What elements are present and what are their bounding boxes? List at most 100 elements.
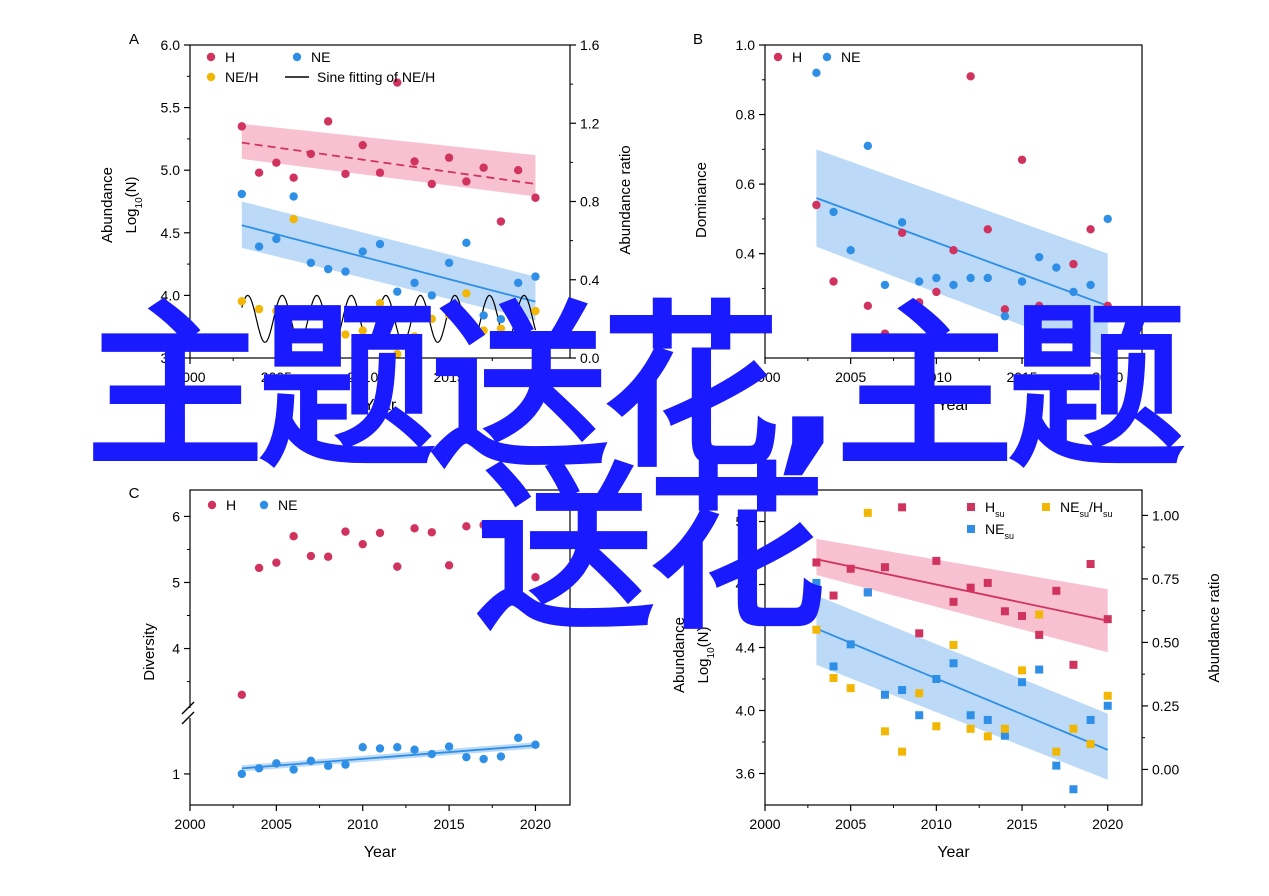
watermark-line-2: 送花 xyxy=(476,447,826,654)
panel-C-NE-point xyxy=(479,754,488,764)
panel-A-NE-point xyxy=(375,239,385,249)
panel-A-NEH-legend-marker xyxy=(206,72,216,82)
panel-C-NE-point xyxy=(358,743,367,752)
panel-A-ytick-label: 3.5 xyxy=(161,350,181,366)
panel-C-NE-point xyxy=(427,749,437,759)
panel-D-Hsu-point xyxy=(1035,630,1044,639)
panel-B-H-point xyxy=(932,287,941,297)
panel-D-Hsu-point xyxy=(880,563,889,572)
panel-A-ytick-right-label: 1.2 xyxy=(580,115,600,131)
panel-A-NEH-point xyxy=(496,324,506,333)
panel-D-NEsu-point xyxy=(812,578,821,587)
panel-B-H-point xyxy=(812,200,821,210)
panel-A-NEH-point xyxy=(531,306,540,316)
panel-B-xtick-label: 2000 xyxy=(749,369,780,385)
panel-B-NE-point xyxy=(846,245,855,255)
panel-A-NE-point xyxy=(323,264,333,274)
panel-D-NEsu-point xyxy=(1069,785,1078,794)
panel-A-ytick-label: 4.5 xyxy=(161,225,181,241)
panel-C-xlabel: Year xyxy=(364,844,397,861)
panel-A-H-legend-label: H xyxy=(225,49,235,65)
panel-D-NEsu-point xyxy=(966,711,975,720)
panel-D-ytick-label: 3.6 xyxy=(736,766,756,782)
panel-D-NEsu-point xyxy=(1018,678,1027,687)
panel-D-ytick-right-label: 0.25 xyxy=(1152,698,1179,714)
panel-D-ytick-right-label: 1.00 xyxy=(1152,507,1179,523)
panel-C-axis-break-gap xyxy=(182,708,198,718)
panel-D-NEsu-point xyxy=(829,662,838,671)
panel-D-ratio-point xyxy=(1103,691,1112,700)
panel-B-NE-point xyxy=(897,218,907,227)
panel-A-ytick-right-label: 0.8 xyxy=(580,194,600,210)
panel-B-xtick-label: 2005 xyxy=(835,369,866,385)
panel-C-H-point xyxy=(358,539,367,549)
panel-D-ratio-point xyxy=(812,625,821,634)
panel-A-NE-point xyxy=(513,278,523,288)
panel-A-H-point xyxy=(323,117,333,126)
panel-C-H-point xyxy=(254,563,264,573)
panel-D-Hsu-fit-line xyxy=(816,558,1108,622)
panel-C-ylabel: Diversity xyxy=(141,623,158,681)
panel-C-H-point xyxy=(272,558,281,567)
panel-A-NEH-point xyxy=(427,314,437,324)
panel-C-ytick-label: 5 xyxy=(172,574,180,590)
panel-D-NEsu-point xyxy=(932,675,941,683)
panel-B-ytick-label: 0.6 xyxy=(736,176,756,192)
panel-A-NE-point xyxy=(306,258,316,268)
panel-C-NE-point xyxy=(323,761,333,771)
panel-D-xtick-label: 2015 xyxy=(1006,816,1037,832)
panel-B-H-point xyxy=(983,225,992,234)
panel-D-ratio-point xyxy=(1000,724,1009,733)
panel-A-H-point xyxy=(341,169,350,179)
panel-D-ratio-point xyxy=(846,684,855,693)
panel-A-H-point xyxy=(358,140,367,150)
panel-B-H-point xyxy=(1086,225,1095,234)
panel-D-xtick-label: 2020 xyxy=(1092,816,1123,832)
panel-A-NE-point xyxy=(237,189,247,199)
panel-A-H-point xyxy=(272,158,281,167)
panel-A-NEH-point xyxy=(479,326,488,335)
panel-A-H-point xyxy=(375,168,385,177)
panel-D-ratio-point xyxy=(1035,610,1044,619)
panel-C-xtick-label: 2010 xyxy=(347,816,378,832)
panel-D-NEsu-point xyxy=(1000,731,1009,740)
panel-A-H-point xyxy=(513,166,523,175)
panel-D-Hsu-point xyxy=(1000,607,1009,616)
panel-A-NE-point xyxy=(462,238,471,248)
panel-D-ratio-point xyxy=(1069,724,1078,733)
panel-A-NEH-point xyxy=(237,297,247,306)
panel-A-NEH-point xyxy=(341,330,350,339)
panel-D-ratio-point xyxy=(1052,747,1061,756)
panel-B-NE-point xyxy=(880,280,890,290)
panel-B-NE-point xyxy=(1086,280,1095,290)
panel-A-ytick-right-label: 1.6 xyxy=(580,37,600,53)
panel-B-NE-legend-label: NE xyxy=(841,49,860,65)
panel-D-ratio-legend-label: NEsu/Hsu xyxy=(1060,499,1113,519)
panel-D-NEsu-point xyxy=(1035,665,1044,674)
panel-D-NEsu-point xyxy=(898,686,907,695)
panel-D-ratio-point xyxy=(863,508,872,517)
panel-B-NE-point xyxy=(1034,252,1044,262)
panel-D-ytick-label: 4.0 xyxy=(736,703,756,719)
panel-D-Hsu-point xyxy=(932,556,941,565)
panel-D-NEsu-band xyxy=(816,595,1108,780)
panel-C-NE-point xyxy=(496,752,506,761)
panel-D-Hsu-point xyxy=(966,583,975,592)
panel-B-H-point xyxy=(915,298,924,307)
panel-B-ytick-label: 1.0 xyxy=(736,37,756,53)
panel-D-NEsu-point xyxy=(1086,715,1095,724)
panel-D-ratio-point xyxy=(1018,666,1027,675)
panel-C-NE-point xyxy=(513,733,523,743)
panel-D-ylabel-line1: Abundance xyxy=(671,617,688,693)
panel-C-label: C xyxy=(129,485,140,502)
panel-D-Hsu-point xyxy=(1069,660,1078,669)
panel-A-H-legend-marker xyxy=(206,52,216,62)
panel-A-ytick-label: 6.0 xyxy=(161,37,181,53)
panel-A-NEH-point xyxy=(289,214,298,224)
panel-A-NEH-point xyxy=(254,304,264,314)
panel-D-NEsu-point xyxy=(846,640,855,649)
panel-A-NEH-point xyxy=(358,326,367,335)
panel-D-ytick-label: 5.2 xyxy=(736,514,756,530)
panel-A-NE-point xyxy=(479,311,488,320)
panel-B-NE-fit-line xyxy=(816,197,1109,307)
